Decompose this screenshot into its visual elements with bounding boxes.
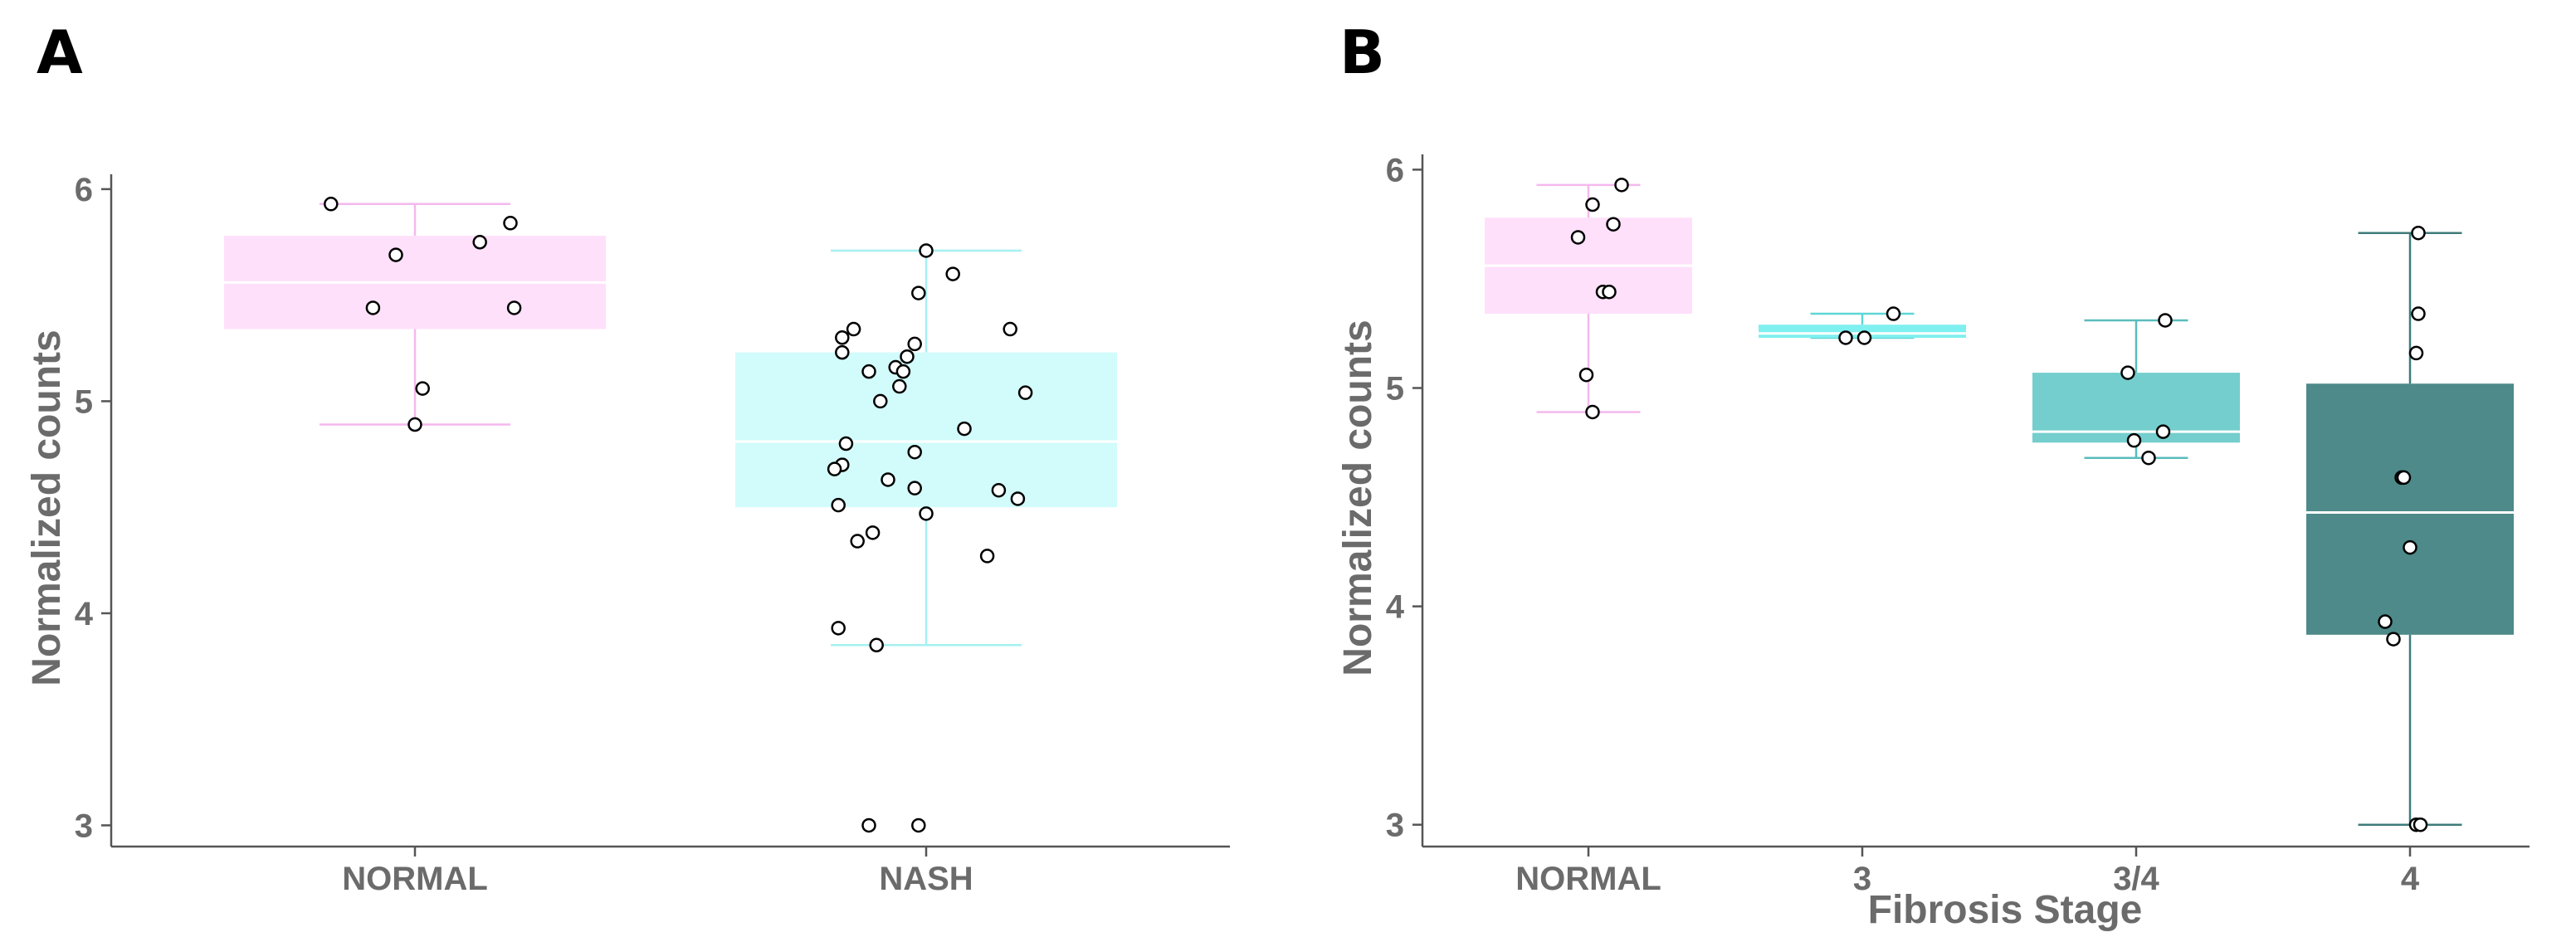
data-point bbox=[407, 417, 422, 432]
data-point bbox=[1578, 367, 1594, 383]
panel-b-box-34 bbox=[2032, 313, 2240, 466]
data-point bbox=[1606, 217, 1621, 232]
data-point bbox=[850, 534, 865, 549]
data-point bbox=[415, 381, 430, 396]
panel-b-box-NORMAL bbox=[1485, 178, 1692, 420]
data-point bbox=[1602, 284, 1617, 300]
data-point bbox=[506, 300, 522, 315]
data-point bbox=[838, 436, 854, 451]
panel-b-x-tick-label: 3 bbox=[1853, 861, 1871, 897]
data-point bbox=[1585, 197, 1600, 212]
data-point bbox=[472, 235, 487, 250]
data-point bbox=[1585, 404, 1600, 420]
data-point bbox=[907, 444, 922, 460]
data-point bbox=[957, 421, 972, 437]
data-point bbox=[2403, 539, 2417, 555]
data-point bbox=[919, 243, 934, 258]
data-point bbox=[1856, 330, 1872, 345]
data-point bbox=[1614, 178, 1629, 193]
data-point bbox=[979, 549, 995, 564]
panel-b-y-tick-label: 6 bbox=[1386, 152, 1404, 188]
panel-a-y-axis-title: Normalized counts bbox=[25, 329, 69, 686]
panel-b: B Normalized counts Fibrosis Stage 3 4 5 6 N… bbox=[1336, 17, 2530, 932]
data-point bbox=[388, 247, 403, 262]
panel-b-box-3 bbox=[1759, 306, 1966, 345]
panel-a-plot-area: 3 4 5 6 NORMAL NASH bbox=[75, 172, 1230, 897]
panel-b-x-tick-label: 4 bbox=[2401, 861, 2420, 897]
data-point bbox=[2411, 225, 2426, 241]
data-point bbox=[1003, 321, 1017, 337]
panel-a-label: A bbox=[37, 17, 83, 87]
data-point bbox=[865, 525, 881, 540]
data-point bbox=[892, 378, 907, 394]
panel-b-x-tick-label: NORMAL bbox=[1515, 861, 1661, 897]
data-point bbox=[1570, 230, 1586, 245]
data-point bbox=[911, 818, 926, 833]
panel-b-x-tick-label: 3/4 bbox=[2113, 861, 2159, 897]
data-point bbox=[827, 461, 842, 476]
panel-a-y-tick-label: 3 bbox=[75, 808, 93, 844]
data-point bbox=[2120, 365, 2135, 380]
panel-a-x-tick-label: NASH bbox=[879, 861, 973, 897]
panel-a-x-tick-label: NORMAL bbox=[342, 861, 488, 897]
panel-a-y-tick-label: 5 bbox=[75, 383, 93, 420]
data-point bbox=[1017, 385, 1033, 400]
data-point bbox=[895, 364, 911, 379]
data-point bbox=[2396, 470, 2412, 486]
data-point bbox=[2378, 614, 2393, 629]
data-point bbox=[873, 393, 888, 409]
box-iqr bbox=[2306, 383, 2514, 635]
data-point bbox=[881, 472, 895, 487]
data-point bbox=[2411, 306, 2426, 321]
data-point bbox=[1838, 330, 1853, 345]
box-iqr bbox=[735, 352, 1117, 508]
data-point bbox=[831, 621, 846, 636]
data-point bbox=[503, 216, 518, 231]
data-point bbox=[2126, 432, 2142, 448]
panel-b-label: B bbox=[1339, 17, 1385, 87]
panel-b-y-tick-label: 3 bbox=[1386, 808, 1404, 844]
panel-a-y-tick-label: 4 bbox=[75, 596, 94, 632]
panel-b-y-axis-title: Normalized counts bbox=[1336, 320, 1380, 676]
data-point bbox=[869, 637, 884, 653]
panel-b-x-axis-title: Fibrosis Stage bbox=[1868, 888, 2143, 932]
data-point bbox=[2408, 345, 2424, 361]
data-point bbox=[861, 364, 876, 379]
panel-b-y-tick-label: 5 bbox=[1386, 371, 1404, 408]
data-point bbox=[324, 197, 339, 212]
panel-a-y-tick-label: 6 bbox=[75, 172, 93, 208]
data-point bbox=[365, 300, 381, 315]
data-point bbox=[991, 482, 1007, 498]
data-point bbox=[900, 349, 915, 364]
data-point bbox=[907, 336, 922, 352]
data-point bbox=[835, 344, 850, 360]
data-point bbox=[945, 266, 960, 281]
panel-b-box-4 bbox=[2306, 225, 2514, 832]
data-point bbox=[2386, 632, 2401, 647]
data-point bbox=[2155, 424, 2171, 439]
data-point bbox=[861, 818, 876, 833]
panel-b-plot-area: 3 4 5 6 NORMAL 3 3/4 4 bbox=[1386, 152, 2530, 897]
data-point bbox=[919, 506, 934, 521]
data-point bbox=[2158, 313, 2173, 328]
panel-a: A Normalized counts 3 4 5 6 NORMAL NASH bbox=[25, 17, 1230, 897]
data-point bbox=[1010, 491, 1026, 506]
data-point bbox=[2141, 450, 2156, 466]
data-point bbox=[846, 321, 861, 337]
data-point bbox=[907, 481, 922, 495]
panel-a-box-NORMAL bbox=[224, 197, 606, 432]
data-point bbox=[831, 497, 846, 513]
panel-a-box-NASH bbox=[735, 243, 1117, 833]
data-point bbox=[2413, 817, 2428, 832]
panel-b-y-tick-label: 4 bbox=[1386, 589, 1405, 626]
data-point bbox=[1886, 306, 1901, 321]
data-point bbox=[835, 330, 850, 345]
data-point bbox=[911, 286, 926, 300]
